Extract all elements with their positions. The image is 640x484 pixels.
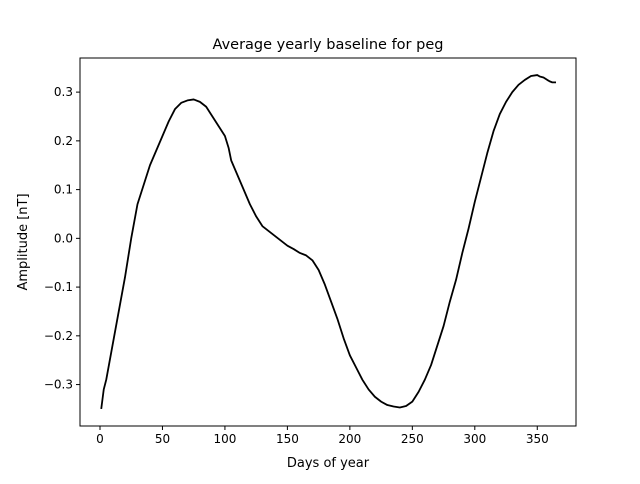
y-tick-label: 0.2 xyxy=(54,134,73,148)
x-tick-label: 100 xyxy=(213,432,236,446)
x-axis-ticks: 0 50 100 150 200 250 300 350 xyxy=(96,426,549,446)
chart-title: Average yearly baseline for peg xyxy=(213,37,444,53)
y-tick-label: −0.1 xyxy=(44,280,73,294)
y-tick-label: 0.0 xyxy=(54,231,73,245)
x-tick-label: 50 xyxy=(155,432,170,446)
plot-frame xyxy=(79,57,577,427)
x-axis-label: Days of year xyxy=(287,456,370,471)
plot-area xyxy=(100,74,557,410)
series-line-0 xyxy=(100,74,557,410)
y-axis-ticks: −0.3 −0.2 −0.1 0.0 0.1 0.2 0.3 xyxy=(44,85,80,392)
x-tick-label: 0 xyxy=(96,432,104,446)
x-tick-label: 150 xyxy=(276,432,299,446)
y-tick-label: 0.3 xyxy=(54,85,73,99)
y-tick-label: −0.3 xyxy=(44,378,73,392)
y-tick-label: −0.2 xyxy=(44,329,73,343)
x-tick-label: 300 xyxy=(463,432,486,446)
y-tick-label: 0.1 xyxy=(54,183,73,197)
y-axis-label: Amplitude [nT] xyxy=(16,193,31,290)
x-tick-label: 200 xyxy=(338,432,361,446)
x-tick-label: 350 xyxy=(526,432,549,446)
x-tick-label: 250 xyxy=(401,432,424,446)
